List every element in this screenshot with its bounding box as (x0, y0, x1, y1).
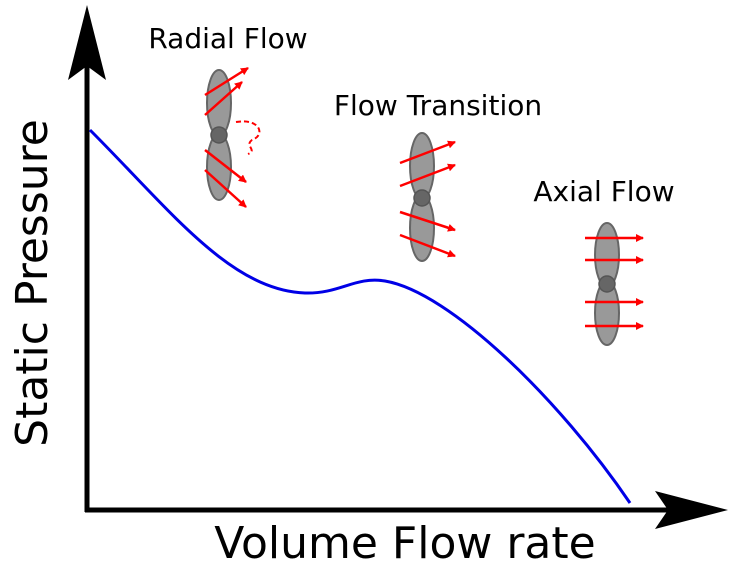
pressure-curve (88, 128, 632, 504)
radial-fan (204, 66, 261, 208)
annotation: Flow Transition (334, 89, 542, 122)
transition-fan (399, 132, 456, 262)
x-axis-arrow (655, 491, 728, 529)
y-axis-arrow (68, 5, 106, 80)
annotation: Axial Flow (533, 175, 674, 208)
x-axis-label: Volume Flow rate (214, 518, 595, 568)
annotation: Radial Flow (148, 22, 307, 55)
axial-fan (585, 222, 644, 346)
y-axis-label: Static Pressure (7, 119, 58, 447)
